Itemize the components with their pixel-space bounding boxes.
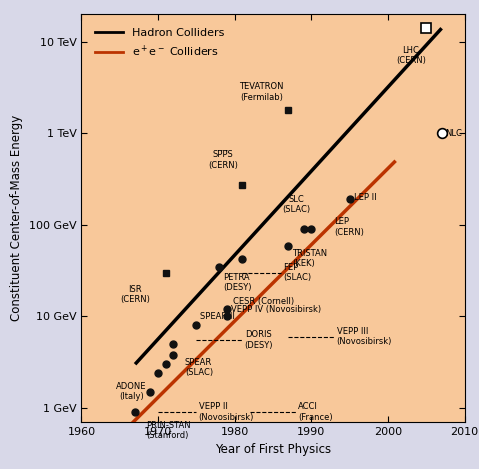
Text: PRIN-STAN
(Stanford): PRIN-STAN (Stanford) bbox=[147, 421, 191, 440]
Text: VEPP III
(Novosibirsk): VEPP III (Novosibirsk) bbox=[337, 327, 392, 347]
Text: CESR (Cornell): CESR (Cornell) bbox=[233, 297, 294, 306]
Text: TRISTAN
(KEK): TRISTAN (KEK) bbox=[292, 249, 327, 268]
Text: FEP
(SLAC): FEP (SLAC) bbox=[283, 263, 311, 282]
Text: SPEAR II: SPEAR II bbox=[200, 311, 235, 320]
Text: NLC: NLC bbox=[445, 129, 462, 138]
Text: DORIS
(DESY): DORIS (DESY) bbox=[245, 331, 273, 350]
Text: ACCI
(France): ACCI (France) bbox=[298, 402, 333, 422]
Text: LHC
(CERN): LHC (CERN) bbox=[396, 46, 426, 65]
Text: ADONE
(Italy): ADONE (Italy) bbox=[116, 382, 147, 401]
Text: SPEAR
(SLAC): SPEAR (SLAC) bbox=[185, 358, 213, 378]
Y-axis label: Constituent Center-of-Mass Energy: Constituent Center-of-Mass Energy bbox=[11, 115, 23, 321]
Text: TEVATRON
(Fermilab): TEVATRON (Fermilab) bbox=[240, 83, 284, 102]
Text: LEP
(CERN): LEP (CERN) bbox=[334, 217, 364, 236]
Text: VEPP IV (Novosibirsk): VEPP IV (Novosibirsk) bbox=[231, 305, 321, 314]
Legend: Hadron Colliders, e$^+$e$^-$ Colliders: Hadron Colliders, e$^+$e$^-$ Colliders bbox=[91, 24, 229, 63]
Text: SP̅P̅S
(CERN): SP̅P̅S (CERN) bbox=[208, 150, 238, 170]
Text: SLC
(SLAC): SLC (SLAC) bbox=[282, 195, 310, 214]
X-axis label: Year of First Physics: Year of First Physics bbox=[215, 443, 331, 455]
Text: VEPP II
(Novosibirsk): VEPP II (Novosibirsk) bbox=[199, 402, 254, 422]
Text: ISR
(CERN): ISR (CERN) bbox=[120, 285, 150, 304]
Text: LEP II: LEP II bbox=[354, 193, 376, 202]
Text: PETRA
(DESY): PETRA (DESY) bbox=[223, 272, 251, 292]
